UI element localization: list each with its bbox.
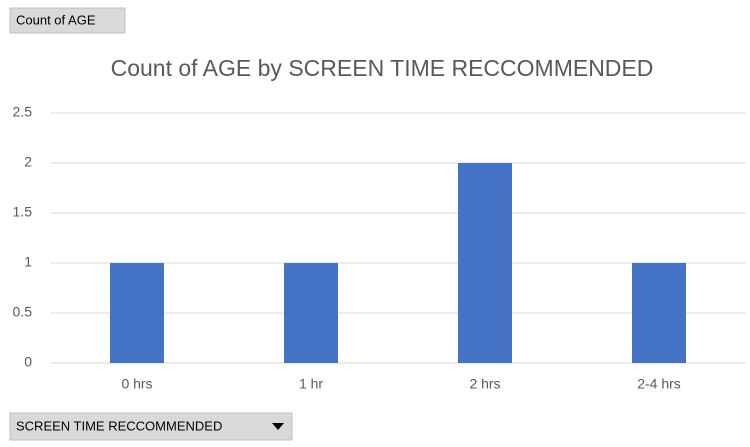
x-tick-label: 2-4 hrs — [637, 376, 681, 392]
dropdown-arrow — [272, 423, 284, 430]
bar — [110, 263, 164, 363]
y-tick-label: 1 — [24, 254, 32, 270]
y-tick-label: 0.5 — [13, 304, 33, 320]
button-bg — [9, 7, 126, 34]
y-tick-label: 0 — [24, 354, 32, 370]
x-tick-label: 0 hrs — [121, 376, 152, 392]
button-label: Count of AGE — [16, 12, 96, 27]
y-tick-label: 1.5 — [13, 204, 33, 220]
button-bg — [9, 412, 293, 441]
x-tick-label: 2 hrs — [469, 376, 500, 392]
bar — [284, 263, 338, 363]
x-tick-label: 1 hr — [299, 376, 323, 392]
chart-title: Count of AGE by SCREEN TIME RECCOMMENDED — [111, 55, 654, 81]
bar — [632, 263, 686, 363]
value-field-button[interactable]: Count of AGE — [9, 7, 126, 34]
button-label: SCREEN TIME RECCOMMENDED — [16, 418, 222, 433]
bar — [458, 163, 512, 363]
y-tick-label: 2.5 — [13, 104, 33, 120]
axis-field-button[interactable]: SCREEN TIME RECCOMMENDED — [9, 412, 293, 441]
y-tick-label: 2 — [24, 154, 32, 170]
